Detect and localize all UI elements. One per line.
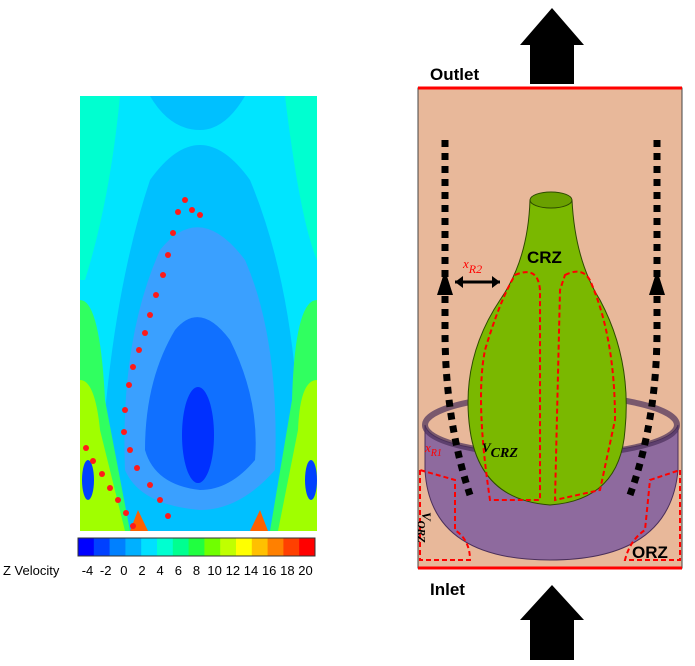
colorbar-tick-label: 0 xyxy=(120,563,127,578)
x-r2-label: xR2 xyxy=(462,256,482,276)
colorbar-tick-label: 8 xyxy=(193,563,200,578)
colorbar-cell xyxy=(141,538,158,556)
colorbar-cell xyxy=(188,538,205,556)
colorbar-tick-label: -2 xyxy=(100,563,112,578)
colorbar-tick-label: 4 xyxy=(157,563,164,578)
colorbar-tick-label: 18 xyxy=(280,563,294,578)
orz-label: ORZ xyxy=(632,543,668,562)
v-crz-label: VCRZ xyxy=(482,440,518,461)
colorbar-tick-label: -4 xyxy=(82,563,94,578)
crz-label: CRZ xyxy=(527,248,562,267)
colorbar-tick-label: 10 xyxy=(207,563,221,578)
colorbar-tick-label: 14 xyxy=(244,563,258,578)
colorbar-tick-label: 6 xyxy=(175,563,182,578)
colorbar: -4 -2 0 2 4 6 8 10 12 14 16 18 20 xyxy=(77,537,316,578)
colorbar-cell xyxy=(172,538,190,556)
colorbar-cell xyxy=(220,538,237,556)
colorbar-tick-label: 2 xyxy=(138,563,145,578)
outlet-label: Outlet xyxy=(430,65,479,84)
colorbar-cell xyxy=(125,538,142,556)
colorbar-frame xyxy=(77,537,316,557)
colorbar-cell xyxy=(267,538,284,556)
colorbar-tick-label: 16 xyxy=(262,563,276,578)
colorbar-cell xyxy=(78,538,95,556)
colorbar-cell xyxy=(109,538,126,556)
inlet-label: Inlet xyxy=(430,580,465,599)
colorbar-cell xyxy=(299,538,316,556)
colorbar-tick-label: 12 xyxy=(226,563,240,578)
colorbar-cell xyxy=(251,538,269,556)
colorbar-cell xyxy=(283,538,300,556)
contour-plot xyxy=(80,96,317,531)
colorbar-tick-label: 20 xyxy=(298,563,312,578)
x-r1-label: xR1 xyxy=(424,440,442,459)
colorbar-cell xyxy=(236,538,253,556)
colorbar-label: Z Velocity xyxy=(3,563,60,578)
v-orz-label: VORZ xyxy=(415,512,434,543)
colorbar-cell xyxy=(93,538,111,556)
schematic: CRZ ORZ Outlet Inlet xR2 xR1 VCRZ VORZ xyxy=(415,8,683,660)
colorbar-cell xyxy=(157,538,174,556)
colorbar-cell xyxy=(204,538,221,556)
